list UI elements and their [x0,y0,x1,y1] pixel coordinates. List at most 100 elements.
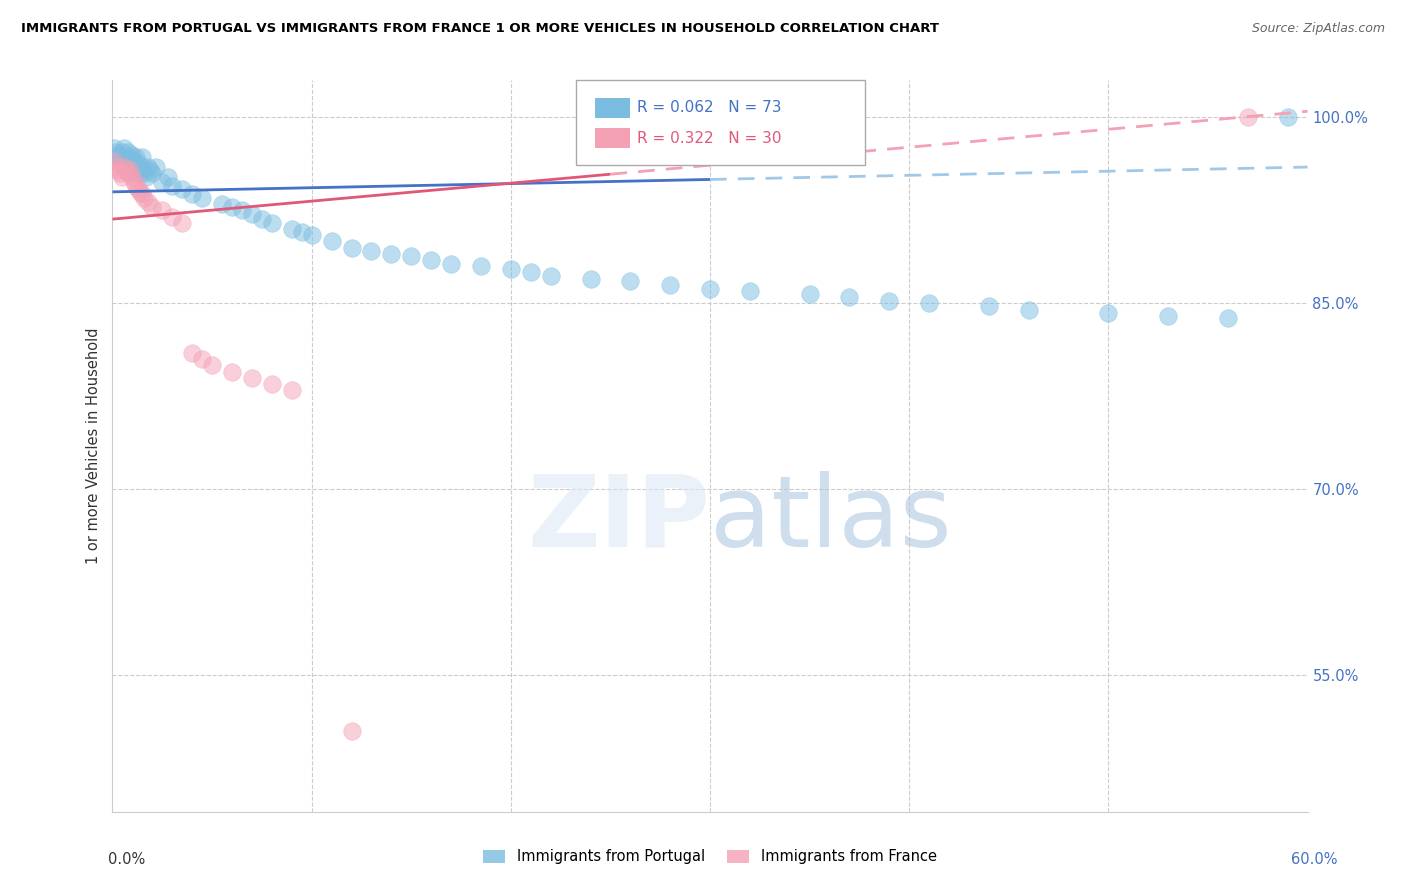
Point [240,207,263,221]
Point [301,228,323,243]
Point [191,352,214,367]
Text: 60.0%: 60.0% [1291,852,1339,867]
Point [114,160,135,174]
Text: Source: ZipAtlas.com: Source: ZipAtlas.com [1251,22,1385,36]
Point [107,147,129,161]
Point [879,293,901,308]
Point [131,187,153,202]
Point [1277,111,1299,125]
Point [291,225,314,239]
Point [124,153,146,168]
Point [141,166,163,180]
Point [201,359,224,373]
Text: R = 0.322   N = 30: R = 0.322 N = 30 [637,131,782,145]
Point [120,152,142,166]
Point [918,296,941,310]
Point [111,150,134,164]
Point [211,197,233,211]
Point [110,153,132,168]
Point [111,169,134,184]
Point [124,166,146,180]
Point [260,377,283,392]
Point [172,182,194,196]
Point [110,166,132,180]
Point [619,274,641,288]
Point [124,175,146,189]
Point [129,166,152,180]
Point [838,290,860,304]
Point [321,235,343,249]
Point [150,203,173,218]
Point [134,166,156,180]
Point [1018,302,1040,317]
Point [125,178,148,193]
Point [141,200,163,214]
Point [172,216,194,230]
Legend: Immigrants from Portugal, Immigrants from France: Immigrants from Portugal, Immigrants fro… [478,844,942,871]
Point [117,160,139,174]
Point [281,222,304,236]
Point [340,241,363,255]
Point [127,156,149,170]
Point [162,178,183,193]
Point [139,162,162,177]
Point [121,160,143,174]
Point [121,147,143,161]
Point [499,261,522,276]
Point [138,160,160,174]
Point [127,182,149,196]
Text: 0.0%: 0.0% [108,852,145,867]
Point [138,194,160,209]
Point [579,271,602,285]
Point [157,169,180,184]
Point [799,286,821,301]
Point [103,153,125,168]
Point [221,200,243,214]
Point [240,371,263,385]
Point [115,150,138,164]
Text: ZIP: ZIP [527,471,710,567]
Point [420,253,443,268]
Point [520,265,543,279]
Point [115,153,138,168]
Point [105,160,128,174]
Point [120,156,142,170]
Text: R = 0.062   N = 73: R = 0.062 N = 73 [637,101,782,115]
Point [401,249,423,263]
Point [540,269,562,284]
Point [135,169,157,184]
Point [181,187,204,202]
Point [738,284,761,298]
Point [103,141,125,155]
Point [129,185,152,199]
Point [145,160,167,174]
Point [117,166,139,180]
Point [125,160,148,174]
Point [114,160,135,174]
Point [659,277,682,292]
Point [127,162,149,177]
Y-axis label: 1 or more Vehicles in Household: 1 or more Vehicles in Household [86,327,101,565]
Point [281,383,304,397]
Point [150,175,173,189]
Point [380,247,402,261]
Point [1097,306,1119,320]
Point [260,216,283,230]
Point [221,365,243,379]
Point [360,244,382,259]
Text: IMMIGRANTS FROM PORTUGAL VS IMMIGRANTS FROM FRANCE 1 OR MORE VEHICLES IN HOUSEHO: IMMIGRANTS FROM PORTUGAL VS IMMIGRANTS F… [21,22,939,36]
Point [440,257,463,271]
Point [231,203,253,218]
Point [105,145,128,160]
Point [162,210,183,224]
Point [181,346,204,360]
Point [1237,111,1260,125]
Point [120,162,142,177]
Point [699,281,721,295]
Point [340,724,363,739]
Point [131,150,153,164]
Point [191,191,214,205]
Point [115,162,138,177]
Point [470,259,492,273]
Point [111,145,134,160]
